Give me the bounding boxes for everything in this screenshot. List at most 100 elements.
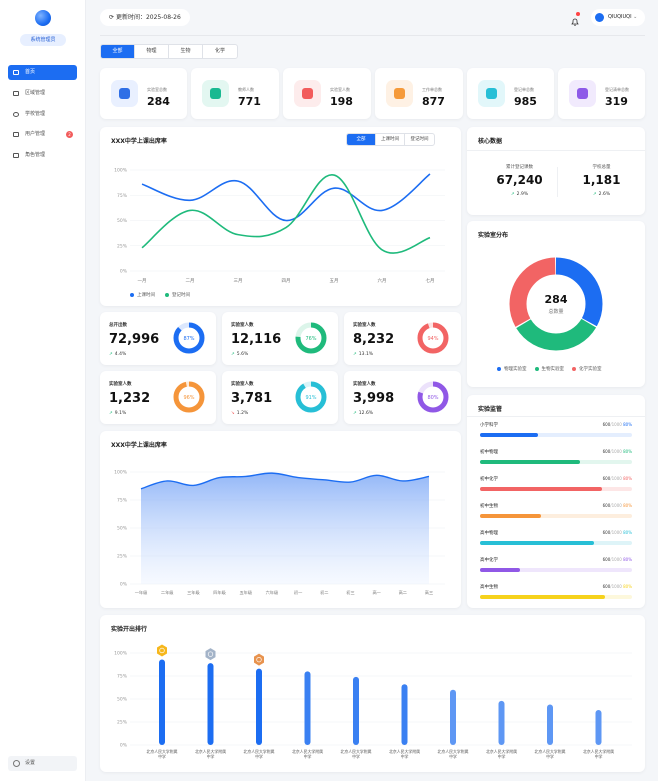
monitor-name: 初中生物: [480, 504, 498, 509]
stat-card: 实验室总数 284: [100, 68, 187, 119]
medal-ring: [159, 647, 165, 654]
legend-item: 生物实验室: [534, 366, 564, 372]
donut-slice: [509, 257, 603, 351]
sidebar-item-region[interactable]: 区域管理: [8, 86, 77, 101]
mini-stat-value: 3,998: [353, 391, 395, 406]
y-tick-label: 75%: [117, 674, 128, 680]
progress-ring: 96%: [173, 381, 205, 413]
ranking-card: 实验开出排行 100% 75% 50% 25% 0% 北京人民大学附属中学 北京人民大学附属…: [100, 615, 645, 772]
monitor-ratio: 600/1000 80%: [602, 530, 632, 535]
x-tick-label-line: 北京人民大学附属: [389, 749, 420, 754]
x-tick-label: 初二: [320, 589, 328, 596]
ring-fill: [295, 381, 327, 413]
core-label: 学校总量: [592, 165, 611, 170]
bar: [304, 671, 311, 745]
bar: [207, 663, 214, 745]
stat-card: 工作单总数 877: [375, 68, 463, 119]
bell-icon[interactable]: [570, 12, 580, 26]
x-tick-label: 五年级: [239, 589, 252, 596]
y-tick-label: 50%: [117, 526, 128, 532]
monitor-bar-track: [480, 595, 632, 599]
tab-all[interactable]: 全部: [101, 45, 135, 58]
bell-dot: [576, 12, 580, 16]
bar: [450, 689, 456, 745]
stat-label: 登记清单总数: [605, 87, 629, 92]
sidebar-item-roles[interactable]: 角色管理: [8, 148, 77, 163]
ring-fill: [417, 381, 449, 413]
x-tick-label: 七月: [426, 277, 435, 284]
core-value: 67,240: [496, 173, 543, 187]
stat-card: 登记单总数 985: [467, 68, 554, 119]
sidebar-item-home[interactable]: 首页: [8, 65, 77, 80]
monitor-name: 高中生物: [480, 585, 498, 590]
stat-icon-box: [111, 80, 138, 107]
donut-center-label: 总数量: [548, 309, 564, 315]
x-tick-label: 二年级: [161, 589, 174, 596]
stat-label: 实验室总数: [147, 87, 167, 92]
distribution-donut: [509, 257, 603, 351]
monitor-ratio: 600/1000 80%: [602, 557, 632, 562]
ring-label: 76%: [305, 336, 316, 342]
monitor-total: 1000: [611, 503, 622, 508]
update-time: ⟳ 更新时间：2025-08-26: [100, 9, 190, 26]
filter-register-time[interactable]: 登记时间: [410, 137, 429, 142]
filter-class-time[interactable]: 上课时间: [376, 134, 405, 145]
tab-physics[interactable]: 物理: [135, 45, 169, 58]
tab-chemistry[interactable]: 化学: [214, 48, 225, 54]
sidebar-item-users[interactable]: 用户管理 2: [8, 127, 77, 142]
progress-ring: 87%: [173, 322, 205, 354]
stat-icon: [119, 88, 130, 99]
settings-button[interactable]: 设置: [8, 756, 77, 771]
medal-ring: [207, 651, 214, 657]
mini-stat-label: 总开出数: [109, 323, 127, 328]
chevron-down-icon: ⌄: [633, 14, 638, 20]
monitor-ratio: 600/1000 80%: [602, 584, 632, 589]
legend-item: 物理实验室: [497, 366, 527, 372]
user-menu[interactable]: QIUQIUQI ⌄: [591, 9, 645, 26]
monitor-pct: 80%: [623, 449, 632, 454]
core-value: 1,181: [582, 173, 621, 187]
notification-badge: 2: [66, 131, 73, 138]
mini-stat-change: 1.2%: [231, 411, 248, 416]
legend-item: 上课时间: [130, 292, 155, 298]
monitor-pct: 80%: [623, 422, 632, 427]
attendance-line-card: XXX中学上课出席率 全部 上课时间 登记时间 100% 75% 50% 25% 0% 一…: [100, 127, 461, 306]
update-time-label: 更新时间：2025-08-26: [115, 14, 181, 21]
stat-card: 登记清单总数 319: [558, 68, 645, 119]
monitor-bar-track: [480, 568, 632, 572]
tab-biology[interactable]: 生物: [169, 45, 203, 58]
role-badge: 系统管理员: [20, 34, 66, 46]
card-title: 实验监管: [478, 406, 503, 413]
y-tick-label: 50%: [117, 218, 128, 224]
sidebar-item-school[interactable]: 学校管理: [8, 107, 77, 122]
x-tick-label-line: 中学: [207, 754, 215, 759]
mini-stat-value: 1,232: [109, 391, 151, 406]
settings-label: 设置: [25, 760, 36, 766]
ring-label: 94%: [427, 336, 438, 342]
monitor-total: 1000: [611, 584, 622, 589]
monitor-pct: 80%: [623, 584, 632, 589]
avatar: [595, 13, 604, 22]
progress-ring: 94%: [417, 322, 449, 354]
monitor-ratio: 600/1000 80%: [602, 449, 632, 454]
monitor-ratio: 600/1000 80%: [602, 476, 632, 481]
x-tick-label-line: 中学: [158, 754, 166, 759]
filter-all[interactable]: 全部: [347, 134, 376, 145]
x-tick-label-line: 北京人民大学附属: [292, 749, 323, 754]
x-tick-label: 北京人民大学附属中学: [146, 749, 177, 759]
mini-stat-change: 13.1%: [353, 352, 373, 357]
monitor-ratio: 600/1000 80%: [602, 503, 632, 508]
ring-label: 96%: [183, 395, 194, 401]
x-tick-label: 高三: [425, 589, 433, 596]
ring-fill: [417, 322, 449, 354]
mini-stat-value: 72,996: [109, 332, 160, 347]
sidebar: 系统管理员 首页 区域管理 学校管理 用户管理 2 角色管理 设置: [0, 0, 86, 781]
x-tick-label-line: 中学: [401, 754, 409, 759]
x-tick-label: 北京人民大学附属中学: [195, 749, 226, 759]
x-tick-label: 高一: [372, 589, 380, 596]
donut-slice: [509, 257, 603, 351]
stat-icon-box: [478, 80, 505, 107]
y-tick-label: 25%: [117, 554, 128, 560]
monitor-pct: 80%: [623, 476, 632, 481]
mini-stat-card: 实验室人数 8,232 13.1% 94%: [344, 312, 461, 365]
